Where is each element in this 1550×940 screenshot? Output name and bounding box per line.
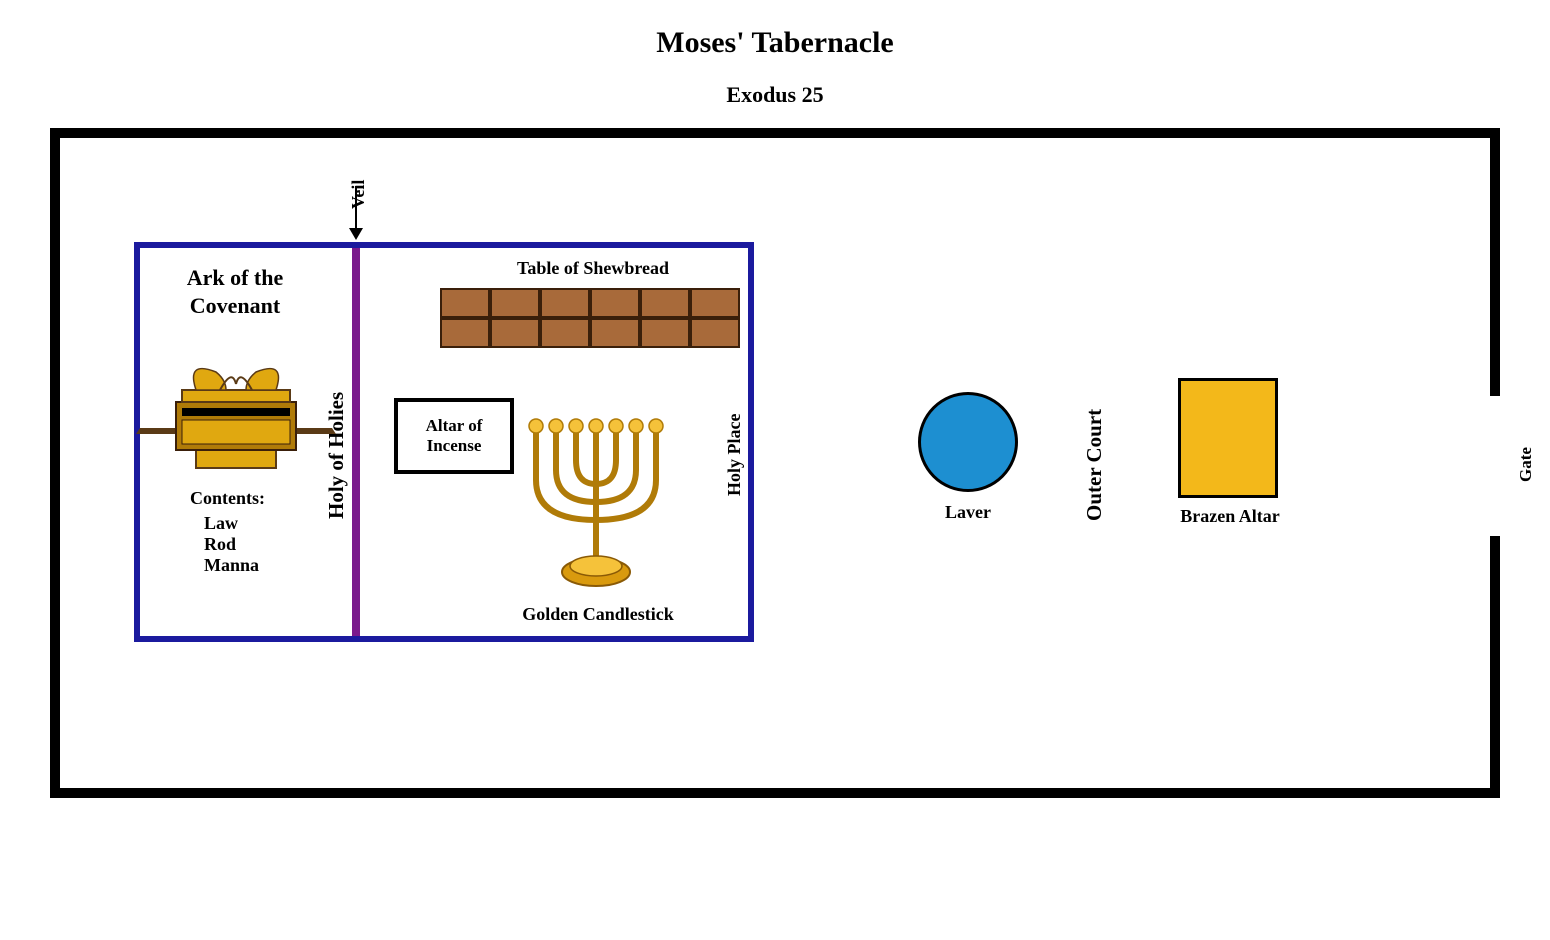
page-title: Moses' Tabernacle xyxy=(0,26,1550,60)
shewbread-cell xyxy=(590,288,640,318)
shewbread-cell xyxy=(490,318,540,348)
holy-place-label: Holy Place xyxy=(724,390,745,520)
shewbread-cell xyxy=(590,318,640,348)
veil-arrow-head xyxy=(349,228,363,240)
ark-contents-item: Law xyxy=(204,513,265,534)
shewbread-cell xyxy=(640,288,690,318)
ark-icon xyxy=(136,340,336,480)
ark-contents: Contents: Law Rod Manna xyxy=(190,488,265,576)
page-subtitle: Exodus 25 xyxy=(0,82,1550,108)
ark-title-text: Ark of the Covenant xyxy=(187,265,284,318)
veil-label: Veil xyxy=(348,172,369,216)
shewbread-cell xyxy=(440,318,490,348)
candlestick-label: Golden Candlestick xyxy=(498,604,698,625)
brazen-altar-rect xyxy=(1178,378,1278,498)
ark-contents-heading: Contents: xyxy=(190,488,265,509)
laver-circle xyxy=(918,392,1018,492)
candlestick-icon xyxy=(506,410,686,600)
laver-label: Laver xyxy=(918,502,1018,523)
shewbread-cell xyxy=(690,288,740,318)
veil-arrow-line xyxy=(355,186,357,230)
shewbread-label: Table of Shewbread xyxy=(438,258,748,279)
altar-of-incense-label: Altar of Incense xyxy=(398,416,510,456)
gate-opening xyxy=(1490,396,1504,536)
ark-title: Ark of the Covenant xyxy=(150,264,320,319)
ark-contents-item: Rod xyxy=(204,534,265,555)
ark-contents-item: Manna xyxy=(204,555,265,576)
shewbread-cell xyxy=(440,288,490,318)
shewbread-cell xyxy=(540,318,590,348)
shewbread-cell xyxy=(640,318,690,348)
shewbread-cell xyxy=(490,288,540,318)
brazen-altar-label: Brazen Altar xyxy=(1160,506,1300,527)
gate-label: Gate xyxy=(1516,430,1536,500)
shewbread-cell xyxy=(690,318,740,348)
shewbread-table xyxy=(440,288,740,348)
veil-divider xyxy=(352,248,360,636)
outer-court-label: Outer Court xyxy=(1082,380,1107,550)
altar-of-incense: Altar of Incense xyxy=(394,398,514,474)
shewbread-cell xyxy=(540,288,590,318)
